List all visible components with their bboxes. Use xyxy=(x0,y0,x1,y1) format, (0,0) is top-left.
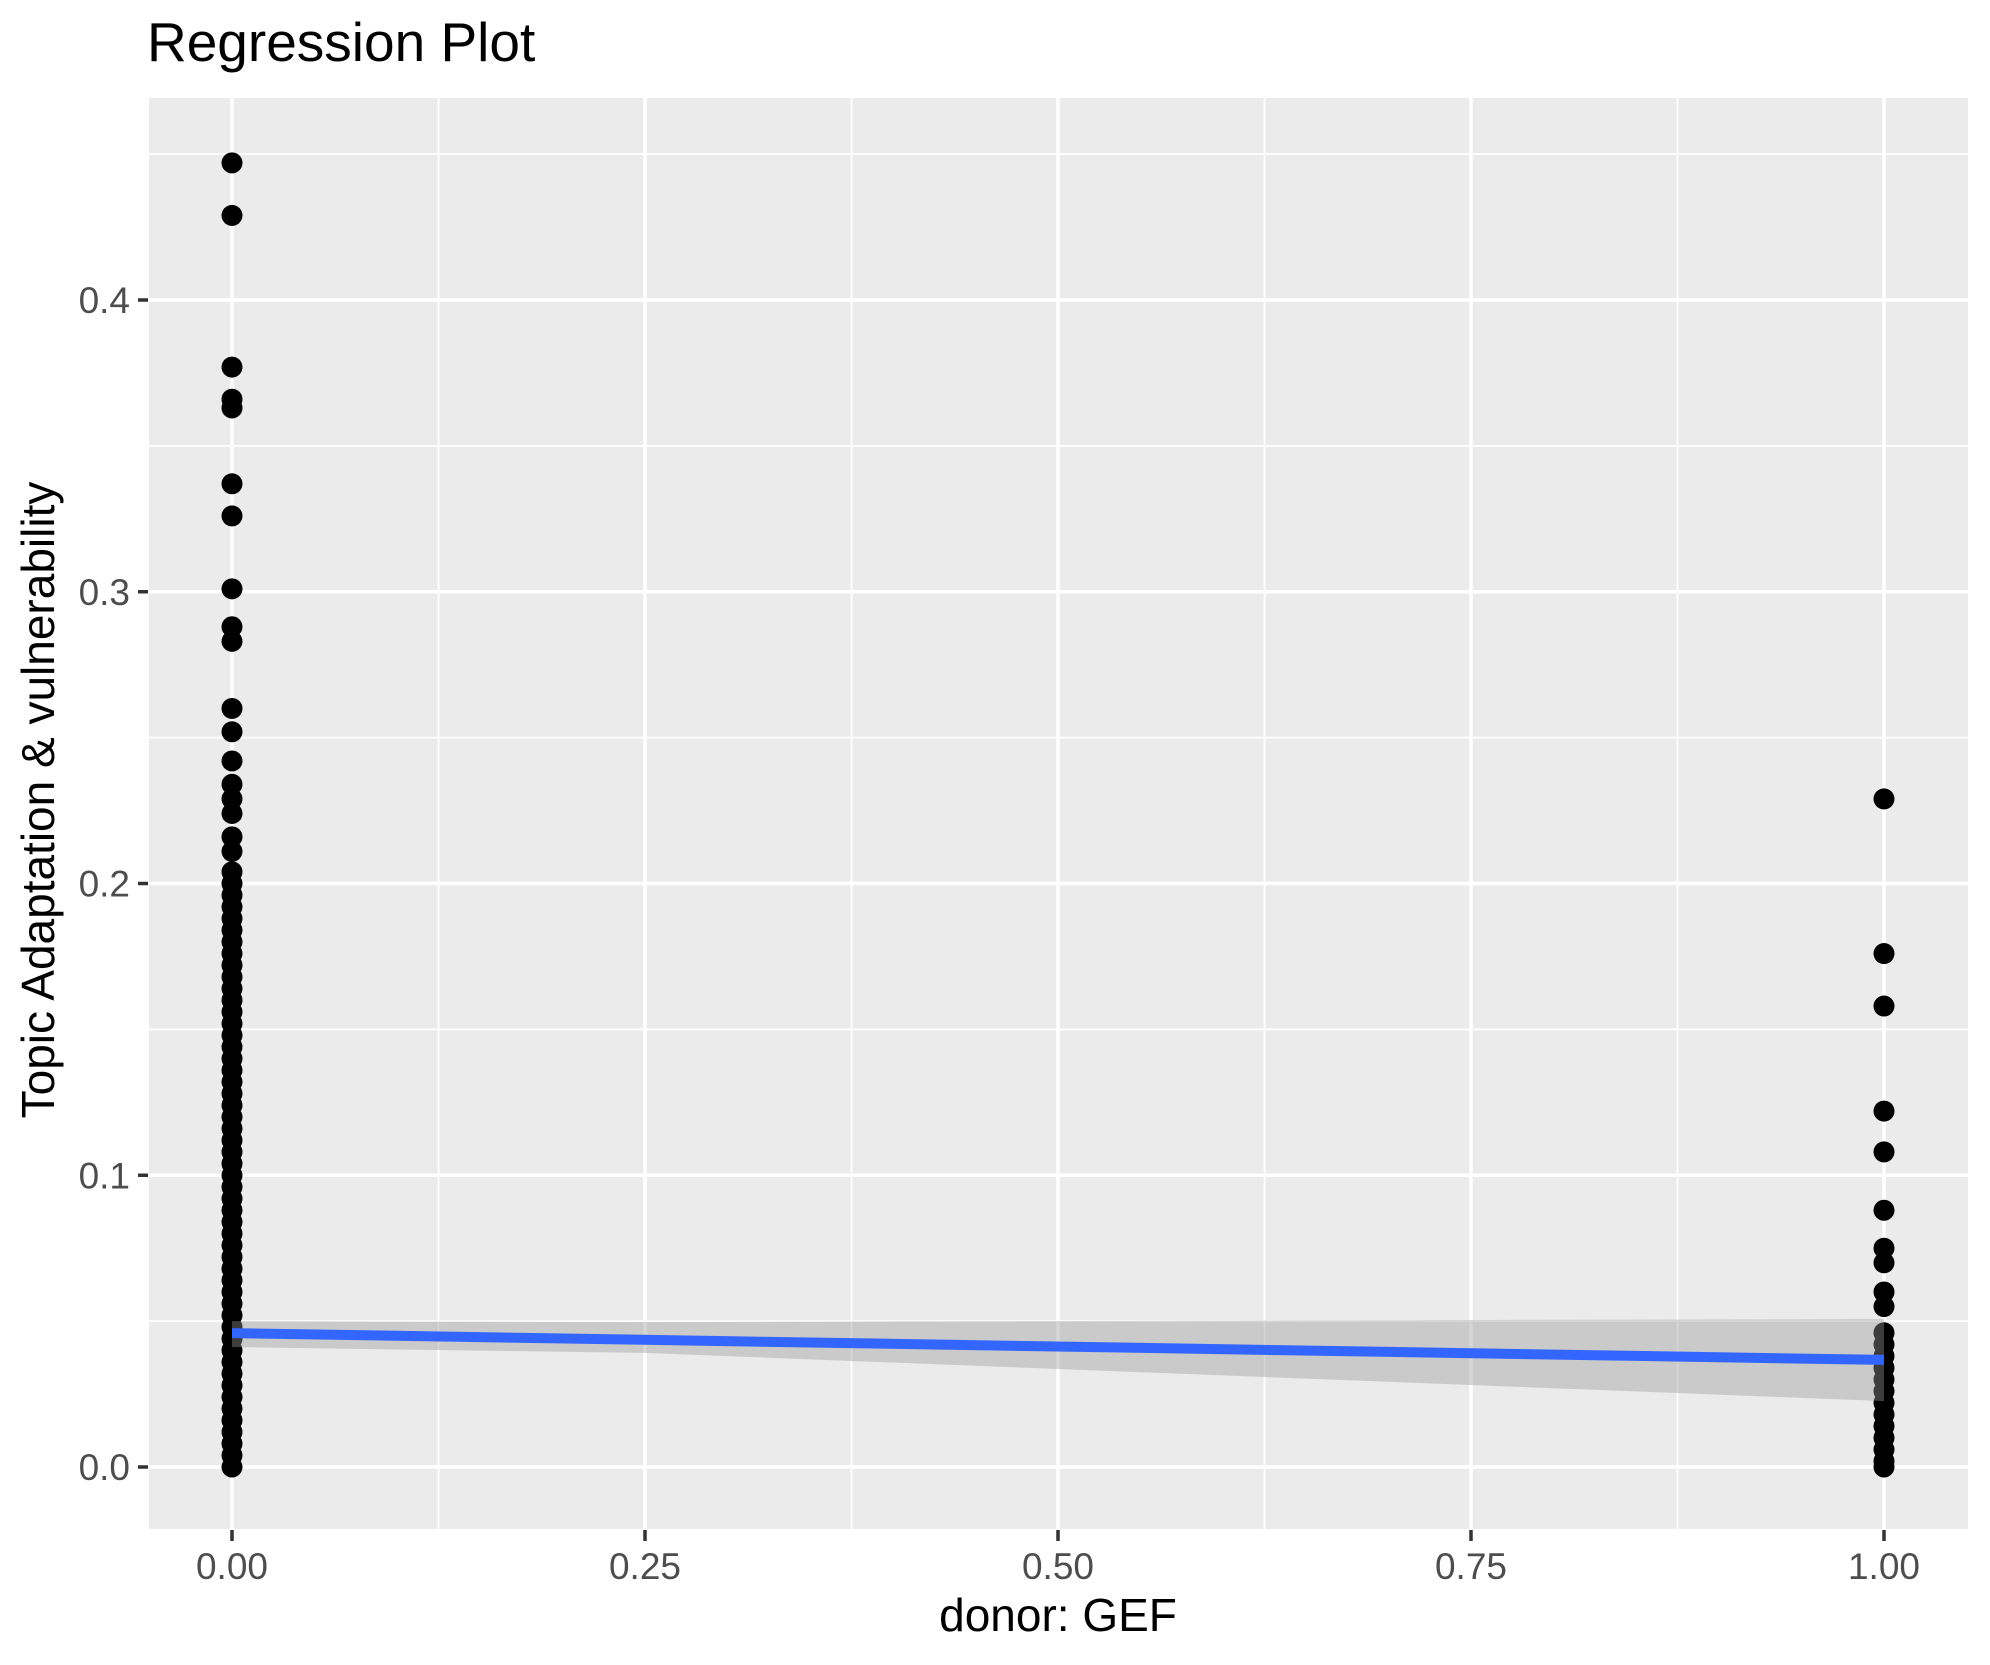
chart-title: Regression Plot xyxy=(147,11,536,73)
data-point xyxy=(221,697,243,719)
data-point xyxy=(1873,1281,1895,1303)
x-axis-title: donor: GEF xyxy=(939,1589,1177,1641)
data-point xyxy=(221,204,243,226)
y-tick-label: 0.0 xyxy=(79,1447,130,1488)
data-point xyxy=(1873,1141,1895,1163)
data-point xyxy=(1873,1296,1895,1318)
data-point xyxy=(221,750,243,772)
y-tick-label: 0.3 xyxy=(79,572,130,613)
y-tick-label: 0.4 xyxy=(79,280,130,321)
data-point xyxy=(1873,1199,1895,1221)
data-point xyxy=(221,721,243,743)
data-point xyxy=(221,802,243,824)
x-tick-label: 0.50 xyxy=(1022,1546,1094,1587)
data-point xyxy=(221,505,243,527)
data-point xyxy=(221,840,243,862)
data-point xyxy=(221,356,243,378)
y-tick-label: 0.1 xyxy=(79,1155,130,1196)
data-point xyxy=(1873,1456,1895,1478)
data-point xyxy=(1873,1100,1895,1122)
data-point xyxy=(1873,788,1895,810)
data-point xyxy=(221,152,243,174)
data-point xyxy=(221,788,243,810)
data-point xyxy=(1873,995,1895,1017)
regression-line xyxy=(231,1328,1885,1365)
data-point xyxy=(221,397,243,419)
data-point xyxy=(221,473,243,495)
data-point xyxy=(221,630,243,652)
data-point xyxy=(221,826,243,848)
data-point xyxy=(221,578,243,600)
x-tick-label: 0.00 xyxy=(196,1546,268,1587)
data-point xyxy=(1873,943,1895,965)
y-tick-label: 0.2 xyxy=(79,864,130,905)
data-point xyxy=(221,773,243,795)
x-tick-label: 0.25 xyxy=(609,1546,681,1587)
x-tick-label: 0.75 xyxy=(1435,1546,1507,1587)
data-point xyxy=(1873,1237,1895,1259)
x-tick-label: 1.00 xyxy=(1848,1546,1920,1587)
data-point xyxy=(221,1456,243,1478)
data-point xyxy=(221,616,243,638)
data-point xyxy=(1873,1252,1895,1274)
